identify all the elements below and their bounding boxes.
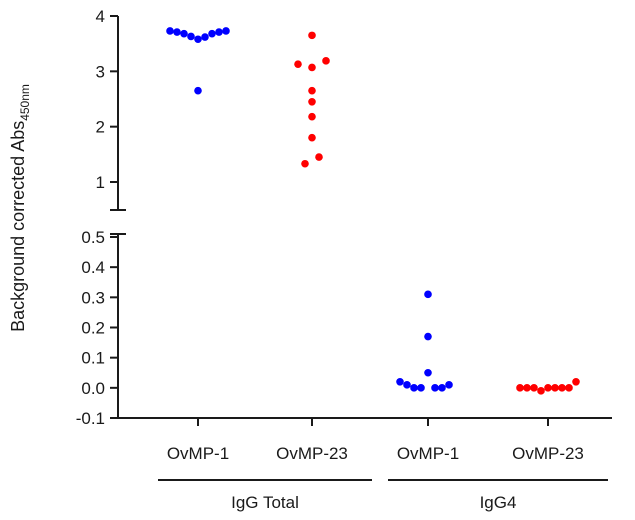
y-tick-label-lower: 0.0 [81,379,105,398]
y-tick-label-lower: 0.2 [81,319,105,338]
data-point [173,28,181,36]
data-point [308,63,316,72]
data-point [424,290,432,299]
data-point [194,86,202,95]
data-point [530,384,538,392]
data-point [445,381,453,389]
data-point [215,28,223,36]
data-point [424,368,432,377]
data-point [551,384,559,392]
axis-labels: 1 2 3 4 -0.1 0.0 0.1 0.2 0.3 0.4 0.5 OvMP-1 OvMP-23 O… [76,7,584,512]
y-tick-label-lower: 0.5 [81,228,105,247]
data-point [537,387,545,395]
data-point [180,29,188,38]
data-point [308,31,316,40]
data-point [308,133,316,142]
data-point [417,384,425,392]
x-category-label: OvMP-1 [167,444,229,463]
y-axis-title: Background corrected Abs450nm [8,84,32,332]
x-category-label: OvMP-23 [276,444,348,463]
y-tick-label-lower: 0.4 [81,258,105,277]
x-category-label: OvMP-1 [397,444,459,463]
y-axis-title-subscript: 450nm [18,84,32,121]
x-category-label: OvMP-23 [512,444,584,463]
data-point [396,378,404,386]
data-point [523,384,531,392]
data-point [208,29,216,38]
data-point [308,97,316,106]
group-label: IgG4 [480,493,517,512]
data-point [438,384,446,392]
y-tick-label-lower: -0.1 [76,409,105,428]
y-tick-label-upper: 3 [96,62,105,81]
y-tick-label-lower: 0.3 [81,288,105,307]
data-point [187,32,195,41]
data-point [572,378,580,386]
y-axis-title-main: Background corrected Abs [8,121,28,332]
data-point [431,384,439,392]
data-point [322,57,330,65]
data-point [424,332,432,341]
data-point [308,86,316,95]
data-point [301,159,309,168]
data-point [565,384,573,392]
data-point [201,33,209,41]
data-point [166,27,174,35]
data-point [516,384,524,392]
data-point [315,153,323,161]
y-tick-label-upper: 2 [96,118,105,137]
data-point [194,35,202,44]
data-point [544,384,552,392]
axes [110,15,612,481]
y-tick-label-lower: 0.1 [81,349,105,368]
group-label: IgG Total [231,493,299,512]
data-point [222,27,230,35]
y-tick-label-upper: 1 [96,173,105,192]
data-point [558,384,566,392]
data-point [410,384,418,392]
y-tick-label-upper: 4 [96,7,105,26]
data-point [403,381,411,389]
data-points [166,27,580,395]
data-point [294,60,302,68]
data-point [308,112,316,121]
